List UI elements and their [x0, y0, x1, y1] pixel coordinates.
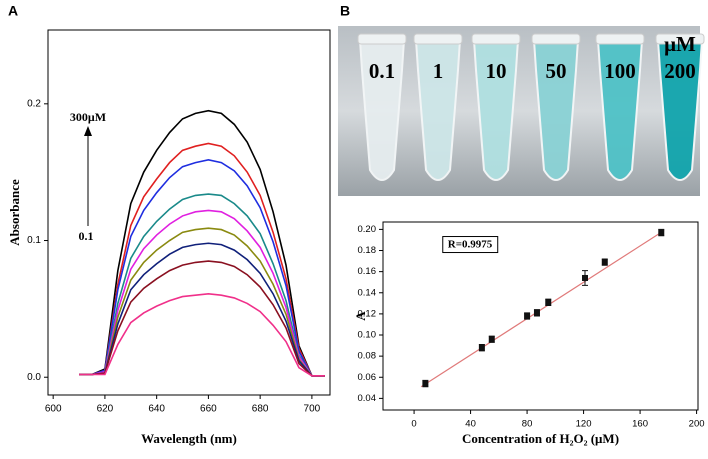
annotation: 0.1 [79, 229, 94, 243]
x-tick-label: 680 [252, 404, 269, 415]
y-axis-label: Absorbance [7, 179, 22, 246]
tube [414, 39, 462, 181]
y-tick-label: 0.18 [358, 245, 377, 256]
tube-label: 1 [433, 59, 444, 83]
tube [358, 39, 406, 181]
tube [532, 39, 580, 181]
tube-label: 10 [486, 59, 507, 83]
tube [472, 39, 520, 181]
tube-cap [655, 33, 705, 45]
y-tick-label: 0.2 [27, 98, 41, 109]
spectrum-line [79, 260, 325, 377]
x-tick-label: 80 [522, 419, 533, 430]
y-tick-label: 0.0 [27, 372, 41, 383]
y-axis-label: A [353, 311, 368, 321]
x-tick-label: 700 [304, 404, 321, 415]
x-tick-label: 600 [45, 404, 62, 415]
spectrum-line [79, 293, 325, 377]
annotation: R=0.9975 [448, 239, 493, 251]
unit-label: μM [664, 32, 696, 56]
spectrum-line [79, 227, 325, 377]
y-tick-label: 0.10 [358, 330, 377, 341]
spectrum-line [79, 109, 325, 377]
plot-frame [382, 221, 699, 411]
tube-cap [413, 33, 463, 45]
y-tick-label: 0.06 [358, 372, 377, 383]
fit-line [420, 229, 665, 388]
tube-cap [531, 33, 581, 45]
tube-label: 0.1 [369, 59, 395, 83]
y-tick-label: 0.08 [358, 351, 377, 362]
spectrum-line [79, 193, 325, 377]
x-axis-label: Concentration of H₂O₂ (μM) [462, 431, 619, 446]
tube [596, 39, 644, 181]
panel-label: B [340, 3, 350, 19]
x-tick-label: 160 [632, 419, 648, 430]
tube-cap [595, 33, 645, 45]
spectrum-line [79, 142, 325, 377]
data-point [581, 274, 588, 281]
plot-frame [47, 29, 331, 396]
y-tick-label: 0.16 [358, 266, 377, 277]
data-point [545, 299, 552, 306]
data-point [478, 344, 485, 351]
arrow-head [84, 126, 92, 136]
spectrum-line [79, 209, 325, 377]
data-point [658, 229, 665, 236]
photo: 0.1 1 10 50 100 200 μM [338, 26, 705, 196]
spectrum-line [79, 159, 325, 377]
x-tick-label: 0 [411, 419, 416, 430]
annotation: 300μM [70, 110, 106, 124]
tube [656, 39, 704, 181]
y-tick-label: 0.04 [358, 393, 377, 404]
x-tick-label: 640 [148, 404, 165, 415]
tube-label: 100 [604, 59, 636, 83]
tube-label: 200 [664, 59, 696, 83]
data-point [422, 380, 429, 387]
y-tick-label: 0.1 [27, 235, 41, 246]
data-point [524, 313, 531, 319]
annotation-box [442, 236, 499, 254]
tube-label: 50 [546, 59, 567, 83]
data-point [533, 309, 540, 316]
x-tick-label: 40 [465, 419, 476, 430]
spectrum-line [79, 242, 325, 377]
x-tick-label: 660 [200, 404, 217, 415]
x-tick-label: 120 [576, 419, 592, 430]
x-tick-label: 620 [97, 404, 114, 415]
x-tick-label: 200 [689, 419, 705, 430]
y-tick-label: 0.20 [358, 224, 377, 235]
data-point [601, 259, 608, 266]
y-tick-label: 0.14 [358, 287, 377, 298]
data-point [488, 336, 495, 343]
panel-label: A [8, 3, 18, 19]
tube-cap [357, 33, 407, 45]
tube-cap [471, 33, 521, 45]
y-tick-label: 0.12 [358, 308, 377, 319]
x-axis-label: Wavelength (nm) [141, 431, 237, 446]
